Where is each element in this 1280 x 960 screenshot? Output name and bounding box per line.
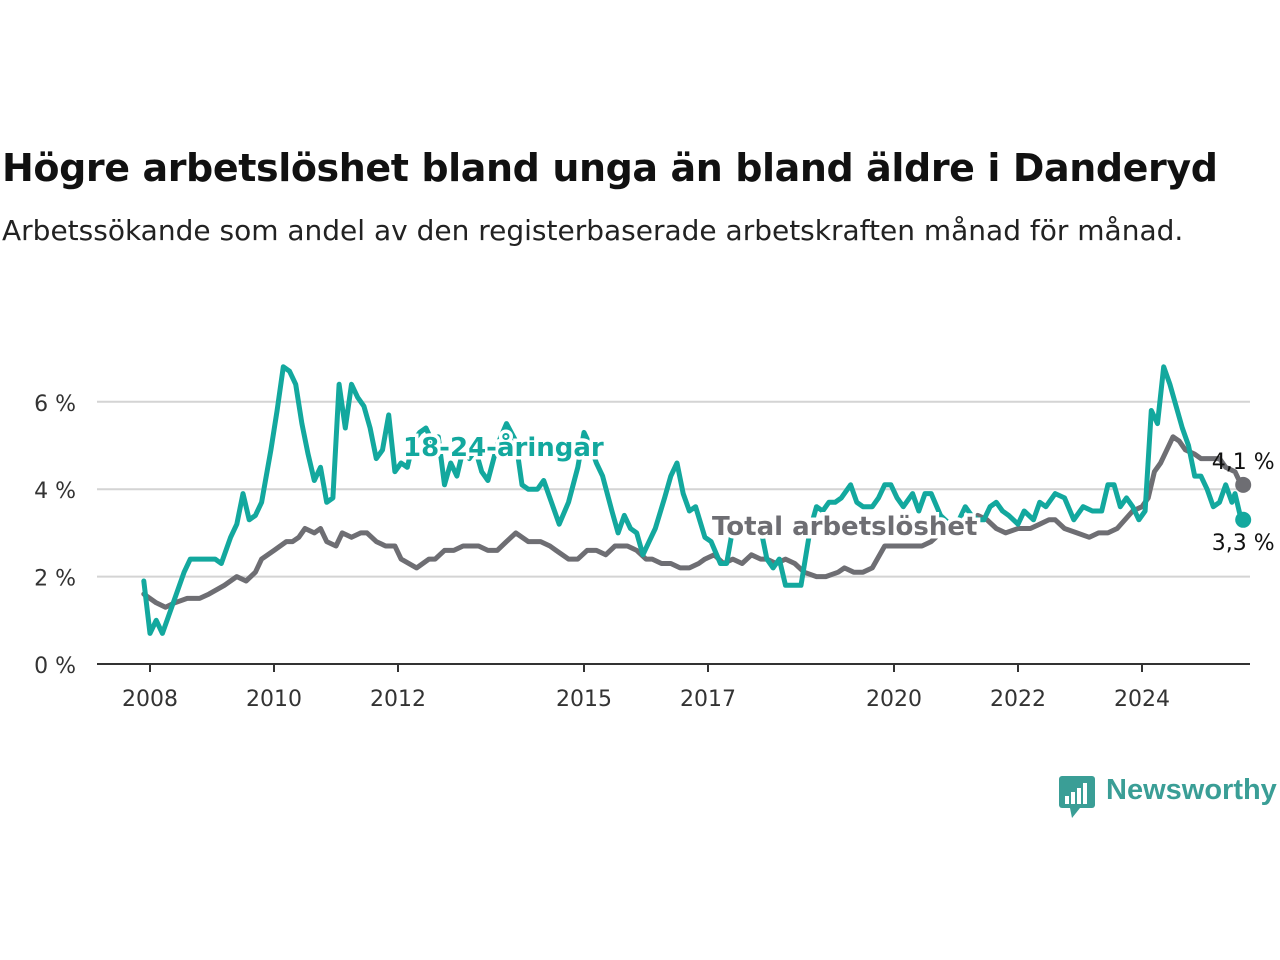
line-chart: 0 % 2 % 4 % 6 % 2008 2010 2012 2015 2017 2020 202… [34,364,1275,712]
x-tick-label: 2012 [370,687,426,712]
series-label-total: Total arbetslöshet [712,512,977,542]
x-axis-tick-marks [149,664,1143,672]
end-point-youth [1235,511,1252,528]
chart-title: Högre arbetslöshet bland unga än bland ä… [2,146,1218,190]
chart-subtitle: Arbetssökande som andel av den registerb… [2,214,1184,247]
end-label-total: 4,1 % [1212,450,1275,475]
end-label-youth: 3,3 % [1212,531,1275,556]
y-tick-label: 6 % [34,392,76,417]
end-point-total [1235,476,1252,493]
x-tick-label: 2024 [1114,687,1170,712]
brand-name: Newsworthy [1106,774,1277,806]
series-end-markers: 4,1 % 3,3 % [1212,450,1275,556]
y-tick-label: 2 % [34,567,76,592]
y-axis-tick-labels: 0 % 2 % 4 % 6 % [34,392,76,679]
x-tick-label: 2020 [866,687,922,712]
x-tick-label: 2022 [990,687,1046,712]
x-tick-label: 2008 [122,687,178,712]
series-line-youth [141,364,1244,636]
series-inline-labels: Total arbetslöshet 18-24-åringar [400,428,981,546]
brand-logo[interactable]: Newsworthy [1058,772,1280,820]
series-lines [141,364,1244,636]
series-line-total [141,434,1244,610]
y-tick-label: 0 % [34,654,76,679]
x-tick-label: 2017 [680,687,736,712]
bar-chart-speech-bubble-icon [1059,776,1095,818]
grid-lines [97,400,1250,578]
series-label-youth: 18-24-åringar [403,431,604,463]
x-tick-label: 2010 [246,687,302,712]
x-tick-label: 2015 [556,687,612,712]
x-axis-tick-labels: 2008 2010 2012 2015 2017 2020 2022 2024 [122,687,1170,712]
y-tick-label: 4 % [34,479,76,504]
